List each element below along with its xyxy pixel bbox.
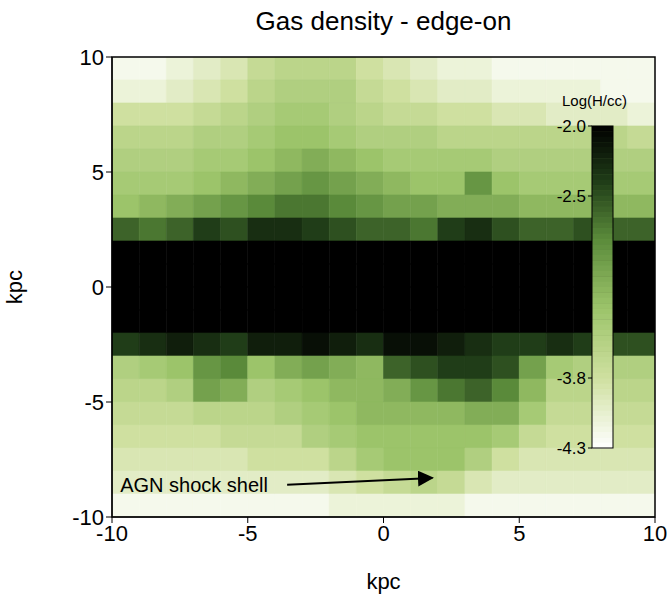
svg-text:5: 5 [92, 160, 104, 185]
svg-text:-2.0: -2.0 [557, 117, 586, 136]
svg-text:-5: -5 [238, 521, 258, 546]
html-text:Gas density - edge-on: Gas density - edge-on [255, 6, 512, 36]
svg-text:kpc: kpc [2, 270, 27, 304]
svg-text:kpc: kpc [366, 569, 400, 594]
svg-text:0: 0 [377, 521, 389, 546]
svg-text:10: 10 [80, 45, 104, 70]
svg-text:-5: -5 [84, 390, 104, 415]
svg-text:-10: -10 [72, 505, 104, 530]
svg-text:Log(H/cc): Log(H/cc) [562, 92, 627, 109]
svg-text:10: 10 [643, 521, 667, 546]
svg-text:-10: -10 [96, 520, 128, 546]
svg-text:0: 0 [92, 275, 104, 300]
svg-text:-3.8: -3.8 [557, 369, 586, 388]
svg-text:AGN shock shell: AGN shock shell [120, 474, 268, 496]
svg-text:5: 5 [513, 521, 525, 546]
svg-text:-4.3: -4.3 [557, 439, 586, 458]
svg-text:-2.5: -2.5 [557, 187, 586, 206]
